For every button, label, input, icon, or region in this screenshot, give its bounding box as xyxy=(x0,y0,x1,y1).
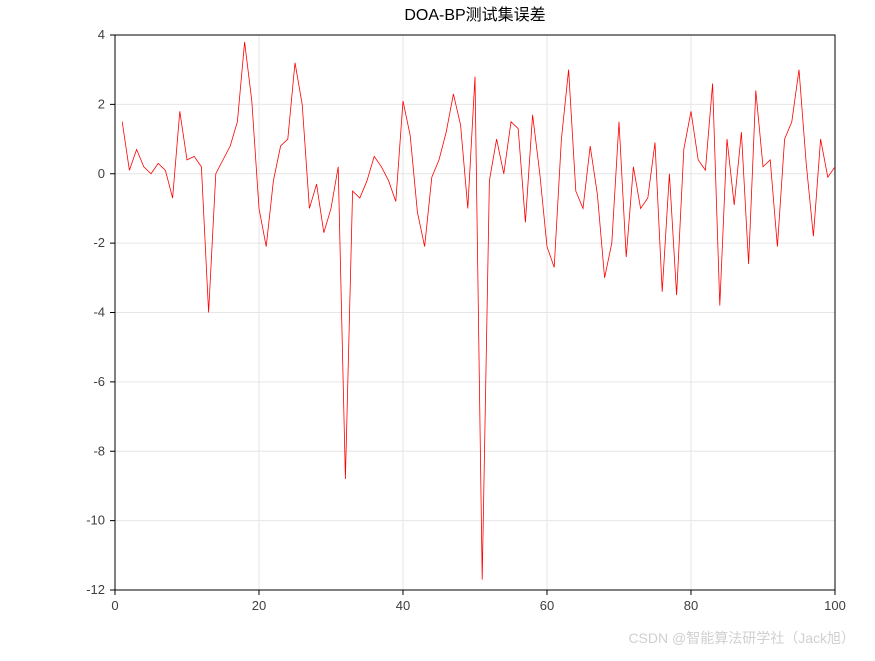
svg-text:-12: -12 xyxy=(86,582,105,597)
svg-text:-2: -2 xyxy=(93,235,105,250)
svg-text:20: 20 xyxy=(252,598,266,613)
svg-text:0: 0 xyxy=(98,166,105,181)
svg-text:0: 0 xyxy=(111,598,118,613)
svg-text:4: 4 xyxy=(98,27,105,42)
svg-text:100: 100 xyxy=(824,598,846,613)
svg-text:2: 2 xyxy=(98,96,105,111)
svg-text:80: 80 xyxy=(684,598,698,613)
svg-text:-4: -4 xyxy=(93,305,105,320)
chart-container: 0 20 40 60 80 100 -12 -10 -8 -6 -4 -2 0 2 4 DOA-BP测试集误差 xyxy=(0,0,875,656)
svg-text:60: 60 xyxy=(540,598,554,613)
svg-text:-10: -10 xyxy=(86,513,105,528)
line-chart: 0 20 40 60 80 100 -12 -10 -8 -6 -4 -2 0 2 4 DOA-BP测试集误差 xyxy=(0,0,875,656)
chart-title: DOA-BP测试集误差 xyxy=(404,6,545,24)
watermark-text: CSDN @智能算法研学社（Jack旭） xyxy=(628,628,855,648)
svg-text:40: 40 xyxy=(396,598,410,613)
svg-text:-6: -6 xyxy=(93,374,105,389)
svg-text:-8: -8 xyxy=(93,443,105,458)
